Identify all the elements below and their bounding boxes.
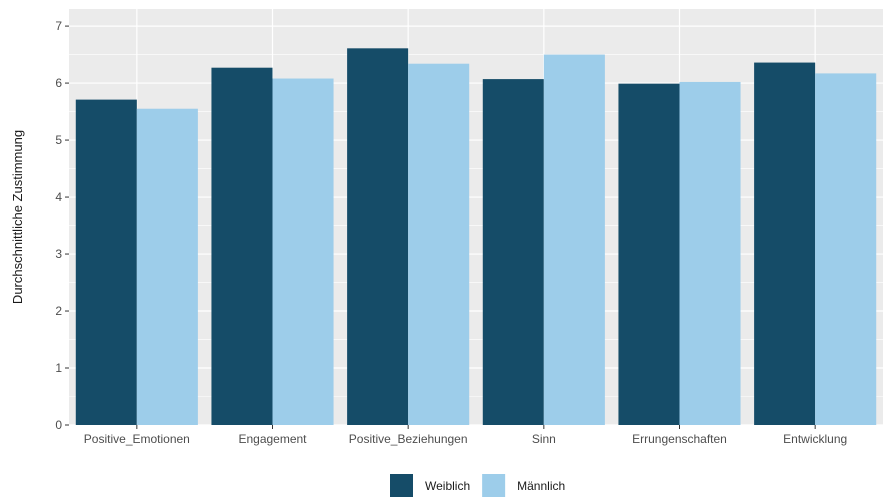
panel-background	[69, 9, 883, 425]
bars	[75, 48, 877, 426]
bar-weiblich-positive_emotionen	[75, 99, 137, 425]
y-tick-label: 2	[55, 304, 62, 318]
x-axis: Positive_Emotionen Engagement Positive_Bez…	[84, 425, 847, 446]
minor-gridlines	[69, 54, 883, 397]
bar-männlich-entwicklung	[815, 73, 877, 425]
y-tick-label: 5	[55, 133, 62, 147]
bar-weiblich-sinn	[482, 79, 544, 426]
x-tick-label: Positive_Beziehungen	[349, 432, 468, 446]
legend-label: Weiblich	[425, 479, 470, 493]
legend: Weiblich Männlich	[390, 474, 565, 497]
y-axis-title: Durchschnittliche Zustimmung	[10, 130, 25, 304]
bar-weiblich-engagement	[211, 67, 273, 425]
y-tick-label: 1	[55, 361, 62, 375]
bar-männlich-errungenschaften	[679, 81, 741, 425]
y-tick-label: 0	[55, 418, 62, 432]
legend-label: Männlich	[517, 479, 565, 493]
bar-weiblich-positive_beziehungen	[347, 48, 409, 425]
y-tick-label: 7	[55, 19, 62, 33]
bar-männlich-positive_beziehungen	[408, 63, 470, 425]
y-tick-label: 4	[55, 190, 62, 204]
legend-key-männlich	[482, 474, 506, 497]
bar-männlich-positive_emotionen	[136, 108, 198, 426]
bar-männlich-sinn	[543, 54, 605, 425]
x-tick-label: Entwicklung	[783, 432, 847, 446]
y-axis: 0 1 2 3 4 5 6 7	[55, 19, 69, 432]
x-tick-label: Sinn	[532, 432, 556, 446]
x-tick-label: Errungenschaften	[632, 432, 727, 446]
bar-weiblich-errungenschaften	[618, 83, 680, 426]
x-tick-label: Engagement	[238, 432, 307, 446]
y-tick-label: 3	[55, 247, 62, 261]
legend-key-weiblich	[390, 474, 413, 497]
x-tick-label: Positive_Emotionen	[84, 432, 190, 446]
bar-weiblich-entwicklung	[754, 62, 816, 425]
bar-männlich-engagement	[272, 78, 334, 425]
y-tick-label: 6	[55, 76, 62, 90]
